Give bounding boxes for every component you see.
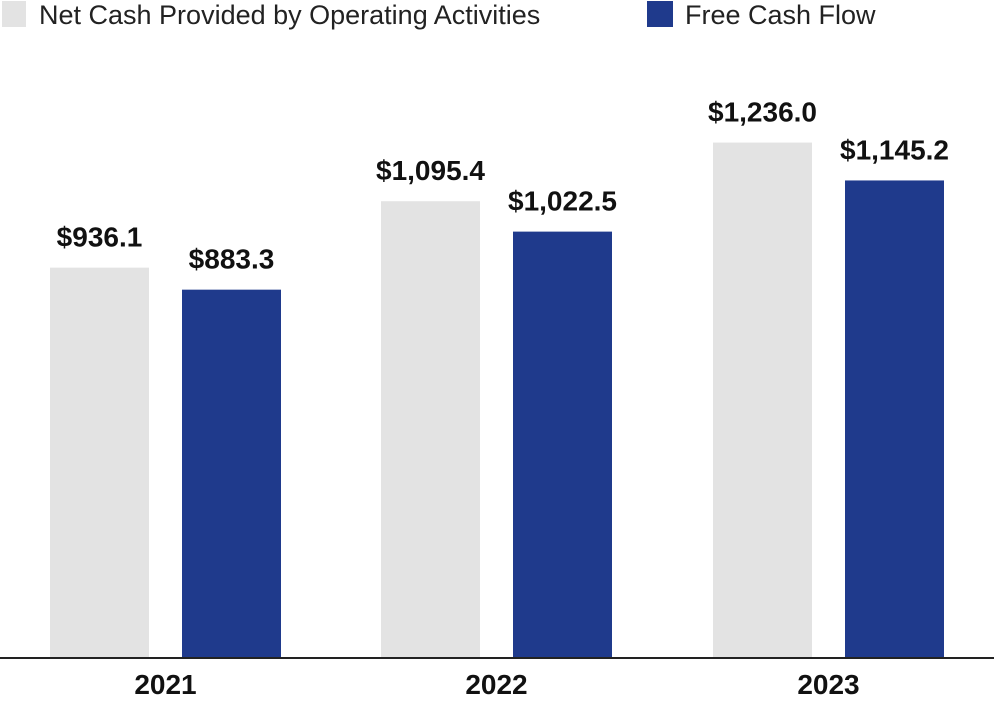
legend-swatch-free-cash-flow	[647, 1, 673, 27]
bar-free-cash-flow-2023	[845, 180, 944, 658]
value-label-free-cash-flow-2023: $1,145.2	[840, 134, 949, 165]
bar-operating-2022	[381, 201, 480, 658]
value-label-free-cash-flow-2021: $883.3	[189, 244, 275, 275]
value-label-operating-2022: $1,095.4	[376, 155, 485, 186]
value-label-free-cash-flow-2022: $1,022.5	[508, 186, 617, 217]
x-tick-label-2023: 2023	[797, 669, 859, 700]
value-labels: $936.1 $883.3 $1,095.4 $1,022.5 $1,236.0 $1,1…	[57, 97, 949, 275]
x-tick-label-2022: 2022	[465, 669, 527, 700]
x-tick-label-2021: 2021	[134, 669, 196, 700]
value-label-operating-2021: $936.1	[57, 222, 143, 253]
x-axis-ticks: 2021 2022 2023	[134, 669, 859, 700]
bar-operating-2021	[50, 267, 149, 658]
bar-free-cash-flow-2021	[182, 289, 281, 658]
legend-label-free-cash-flow: Free Cash Flow	[685, 0, 876, 30]
bars	[50, 142, 944, 658]
legend: Net Cash Provided by Operating Activitie…	[2, 0, 876, 30]
bar-operating-2023	[713, 142, 812, 658]
legend-swatch-operating	[2, 1, 26, 27]
bar-free-cash-flow-2022	[513, 231, 612, 658]
value-label-operating-2023: $1,236.0	[708, 97, 817, 128]
legend-label-operating: Net Cash Provided by Operating Activitie…	[39, 0, 540, 30]
